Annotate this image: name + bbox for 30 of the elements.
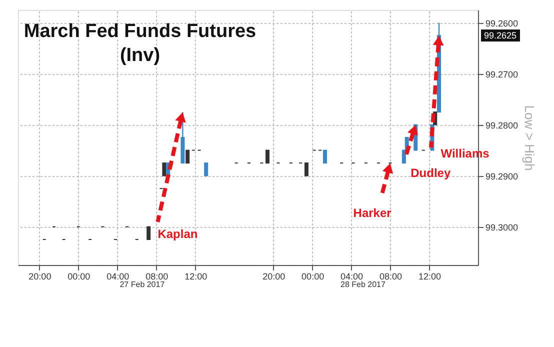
text: 28 Feb 2017 [340,280,386,289]
annotation: Kaplan [158,227,198,241]
y-tick-label: 99.2600 [486,18,518,28]
x-tick-label: 12:00 [418,272,442,282]
candlestick [265,150,270,164]
x-tick-label: 12:00 [184,272,208,282]
x-tick-label: 08:00 [380,272,402,282]
x-tick-label: 08:00 [146,272,168,282]
candlestick [322,150,327,164]
annotation: Dudley [410,166,451,180]
candlestick [146,226,151,240]
annotation: Harker [353,206,392,220]
x-tick-label: 20:00 [28,272,52,282]
candlestick [186,150,190,164]
text: 27 Feb 2017 [120,280,166,289]
candlestick [204,162,208,176]
y-tick-label: 99.3000 [486,222,518,232]
candlestick [162,162,166,176]
y-tick-label: 99.2900 [486,171,518,182]
y-tick-label: 99.2800 [486,120,518,130]
x-tick-label: 00:00 [302,272,324,282]
x-tick-label: 04:00 [340,272,364,282]
x-tick-label: 20:00 [262,272,286,282]
text: 99.2625 [484,30,517,40]
y-axis-title: Low > High [522,105,538,171]
candlestick [304,162,308,176]
x-tick-label: 04:00 [106,272,130,282]
y-tick-label: 99.2700 [486,69,518,80]
x-tick-label: 00:00 [68,272,90,282]
text: March Fed Funds Futures (Inv) [24,21,256,66]
